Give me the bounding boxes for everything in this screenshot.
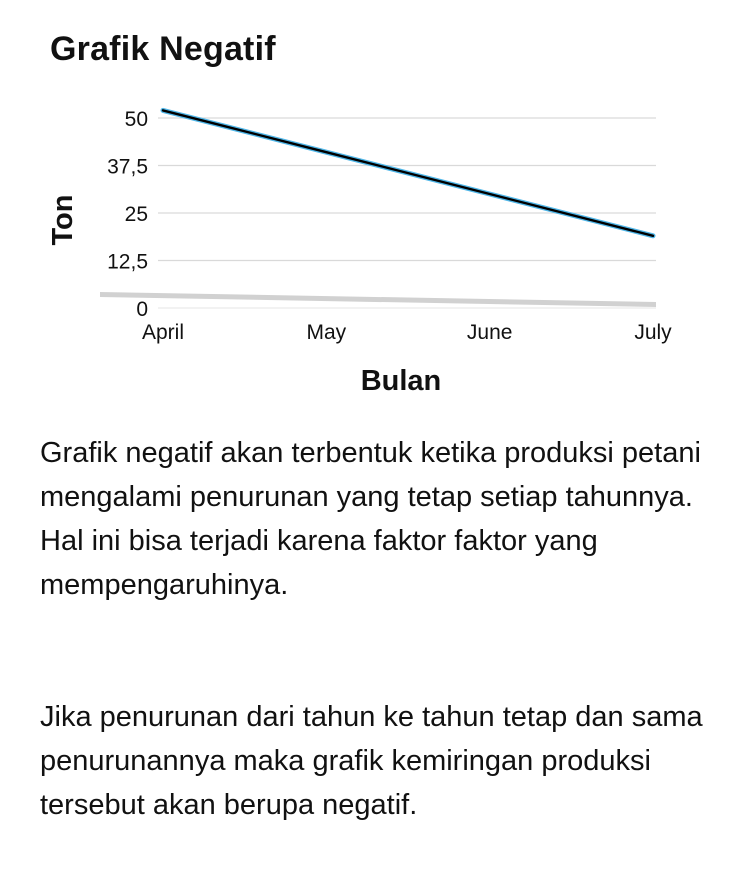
y-tick-label: 37,5 [107, 156, 148, 179]
y-tick-label: 50 [125, 108, 148, 131]
description-paragraph-2: Jika penurunan dari tahun ke tahun tetap… [40, 701, 703, 821]
y-tick-labels: 0 12,5 25 37,5 50 [107, 108, 148, 321]
x-tick-labels: April May June July [142, 321, 672, 344]
data-points [162, 110, 654, 236]
y-tick-label: 12,5 [107, 251, 148, 274]
line-chart: 0 12,5 25 37,5 50 April May June July Ton Bulan [47, 107, 672, 397]
x-tick-label: June [467, 321, 513, 344]
series-lines [160, 107, 656, 239]
x-tick-label: May [306, 321, 346, 344]
y-axis-title: Ton [47, 195, 79, 246]
x-axis-baseline [100, 292, 656, 307]
x-axis-title: Bulan [361, 365, 442, 397]
series-line [161, 109, 655, 238]
grid-lines [100, 117, 656, 309]
x-tick-label: July [634, 321, 672, 344]
x-tick-label: April [142, 321, 184, 344]
description-paragraph-1: Grafik negatif akan terbentuk ketika pro… [40, 437, 701, 601]
y-tick-label: 25 [125, 203, 148, 226]
chart-title: Grafik Negatif [50, 30, 276, 68]
y-tick-label: 0 [136, 298, 148, 321]
